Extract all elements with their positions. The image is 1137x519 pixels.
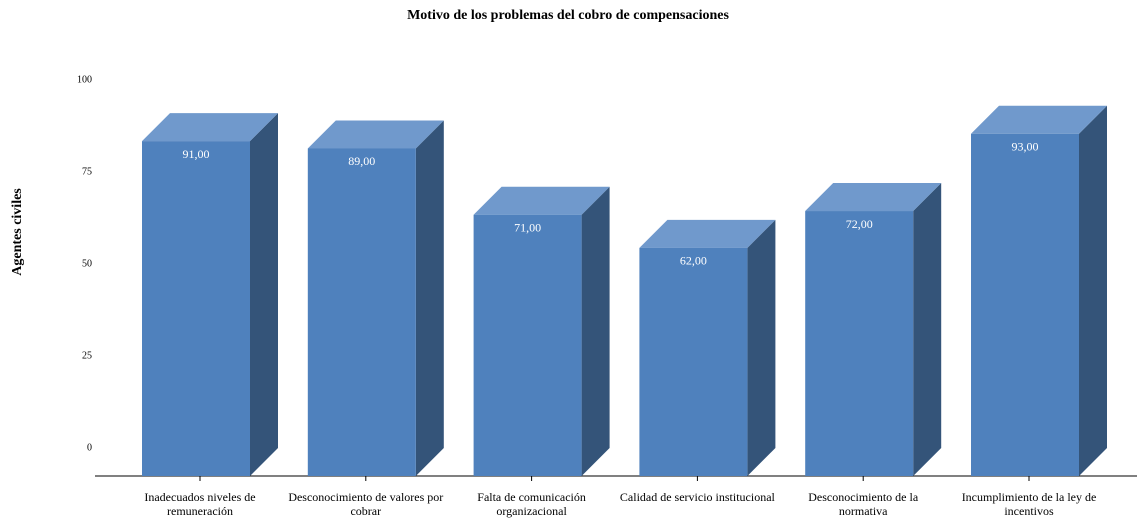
x-tick-label: Desconocimiento de valores por cobrar [288, 490, 444, 518]
y-tick-label: 50 [82, 258, 92, 269]
value-label: 62,00 [680, 254, 707, 268]
bar-top [473, 186, 610, 215]
bar [142, 141, 250, 476]
y-tick-label: 0 [87, 442, 92, 453]
value-label: 72,00 [846, 217, 873, 231]
value-label: 91,00 [183, 147, 210, 161]
bar-side [415, 120, 444, 476]
bar-top [971, 105, 1107, 134]
bar-side [747, 219, 776, 476]
bar-top [307, 120, 444, 149]
x-tick-label: Incumplimiento de la ley de incentivos [961, 490, 1097, 518]
bar-top [142, 113, 278, 142]
chart-title: Motivo de los problemas del cobro de com… [407, 8, 729, 23]
value-label: 89,00 [348, 154, 375, 168]
bar-side [1079, 105, 1107, 476]
bar [805, 211, 914, 477]
value-label: 71,00 [514, 220, 541, 234]
bar [307, 148, 416, 477]
bar-side [913, 183, 942, 477]
x-tick-label: Desconocimiento de la normativa [808, 490, 919, 518]
x-tick-label: Falta de comunicación organizacional [477, 490, 586, 518]
bar-side [250, 113, 278, 477]
bar-top [805, 183, 942, 212]
bar [639, 247, 748, 476]
y-tick-label: 100 [77, 74, 92, 85]
value-label: 93,00 [1012, 140, 1039, 154]
bar [473, 214, 582, 476]
bar [971, 133, 1079, 476]
x-tick-label: Inadecuados niveles de remuneración [144, 490, 256, 518]
bar-top [639, 219, 776, 248]
y-tick-label: 75 [82, 166, 92, 177]
y-axis-title: Agentes civiles [10, 188, 25, 276]
y-tick-label: 25 [82, 350, 92, 361]
bar-side [581, 186, 610, 476]
x-tick-label: Calidad de servicio institucional [619, 490, 775, 504]
